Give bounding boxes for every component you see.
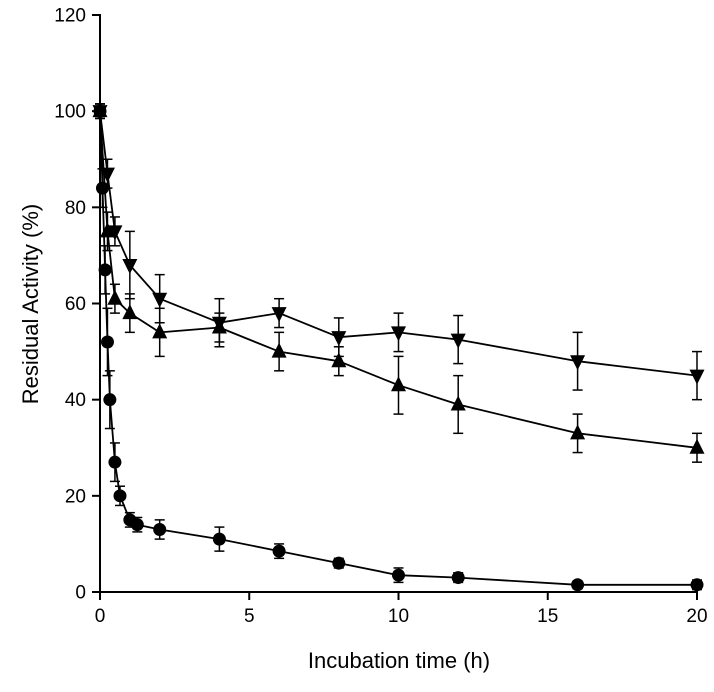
circle-marker-icon bbox=[98, 263, 112, 277]
triangle-down-marker-icon bbox=[152, 292, 168, 308]
circle-marker-icon bbox=[332, 556, 346, 570]
y-axis-title: Residual Activity (%) bbox=[18, 203, 43, 405]
triangle-down-marker-icon bbox=[271, 307, 287, 323]
circle-marker-icon bbox=[153, 522, 167, 536]
y-tick-label: 40 bbox=[65, 390, 86, 411]
triangle-down-marker-icon bbox=[570, 355, 586, 371]
x-axis-title: Incubation time (h) bbox=[307, 648, 491, 673]
triangle-up-marker-icon bbox=[211, 318, 227, 334]
circle-marker-icon bbox=[690, 578, 704, 592]
series-free-enzyme-circles bbox=[93, 103, 704, 592]
triangle-up-marker-icon bbox=[107, 289, 123, 305]
circle-markers bbox=[93, 104, 704, 592]
y-tick-label: 100 bbox=[54, 102, 86, 123]
triangle-down-marker-icon bbox=[122, 259, 138, 275]
triangle-up-marker-icon bbox=[122, 304, 138, 320]
triangle-down-marker-icon bbox=[689, 369, 705, 385]
x-tick-label: 5 bbox=[244, 606, 255, 627]
circle-marker-icon bbox=[571, 578, 585, 592]
triangle-up-marker-icon bbox=[450, 395, 466, 411]
triangle-up-marker-icon bbox=[92, 102, 108, 118]
circle-marker-icon bbox=[113, 489, 127, 503]
triangle-down-marker-icon bbox=[107, 225, 123, 241]
triangle-up-marker-icon bbox=[391, 376, 406, 392]
triangle-up-marker-icon bbox=[331, 352, 347, 368]
triangle-up-marker-icon bbox=[99, 222, 115, 238]
circle-marker-icon bbox=[451, 571, 465, 585]
y-tick-label: 0 bbox=[75, 583, 86, 604]
triangle-up-marker-icon bbox=[152, 323, 168, 339]
triangle-down-marker-icon bbox=[331, 331, 347, 347]
x-tick-label: 20 bbox=[686, 606, 707, 627]
series-line bbox=[99, 111, 698, 449]
axes bbox=[99, 14, 698, 593]
triangle-down-marker-icon bbox=[450, 333, 466, 349]
circle-marker-icon bbox=[103, 393, 117, 407]
ticks: 0 5 10 15 20 0 20 40 60 80 100 120 bbox=[54, 6, 707, 628]
y-tick-label: 60 bbox=[65, 294, 86, 315]
triangle-down-marker-icon bbox=[391, 326, 406, 342]
series-immobilized-up-triangles bbox=[92, 102, 705, 463]
triangle-up-marker-icon bbox=[689, 438, 705, 454]
x-tick-label: 0 bbox=[95, 606, 106, 627]
error-bars bbox=[95, 103, 702, 463]
triangle-up-markers bbox=[92, 102, 705, 454]
series-line bbox=[99, 111, 698, 377]
circle-marker-icon bbox=[212, 532, 226, 546]
circle-marker-icon bbox=[108, 455, 122, 469]
circle-marker-icon bbox=[272, 544, 286, 558]
y-tick-label: 80 bbox=[65, 198, 86, 219]
x-tick-label: 10 bbox=[388, 606, 409, 627]
circle-marker-icon bbox=[392, 568, 405, 582]
triangle-up-marker-icon bbox=[570, 424, 586, 440]
y-tick-label: 120 bbox=[54, 6, 86, 27]
circle-marker-icon bbox=[100, 335, 114, 349]
error-bars bbox=[95, 103, 702, 401]
triangle-up-marker-icon bbox=[271, 342, 287, 358]
circle-marker-icon bbox=[130, 518, 144, 532]
series-immobilized-down-triangles bbox=[92, 103, 705, 401]
y-tick-label: 20 bbox=[65, 486, 86, 507]
x-tick-label: 15 bbox=[537, 606, 558, 627]
